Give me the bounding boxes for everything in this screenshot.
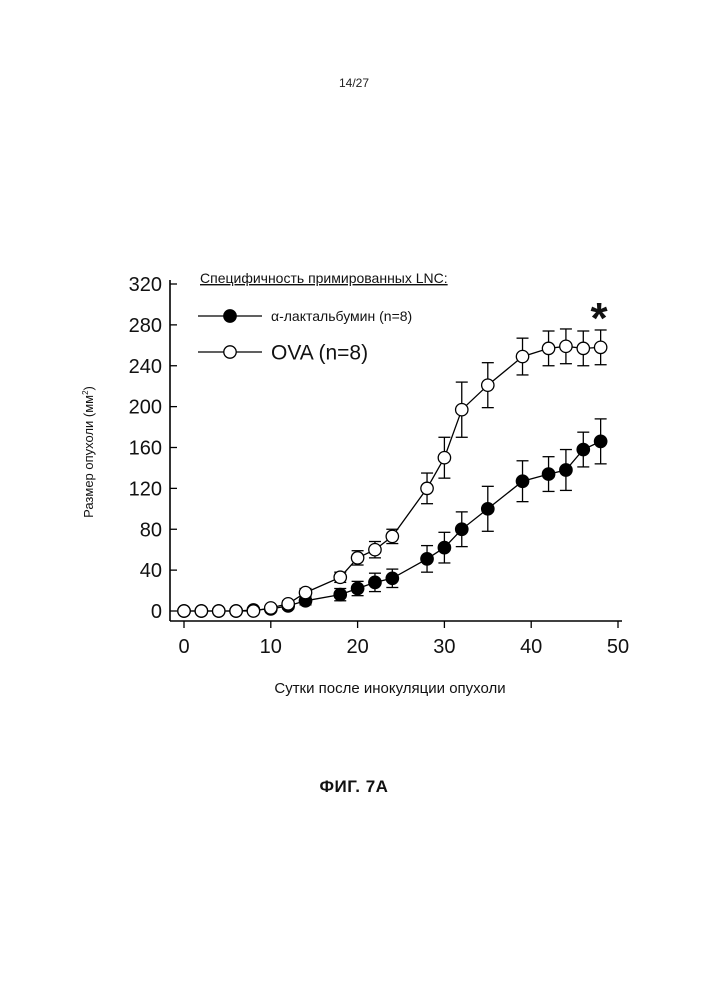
data-point [542, 342, 554, 354]
y-axis-label-close: ) [81, 386, 96, 390]
data-point [265, 602, 277, 614]
data-point [282, 598, 294, 610]
data-point [456, 523, 468, 535]
y-tick-label: 280 [129, 315, 162, 337]
data-point [577, 342, 589, 354]
data-point [456, 403, 468, 415]
series-alpha-lactalbumin [178, 419, 607, 617]
data-point [482, 379, 494, 391]
x-axis-label: Сутки после инокуляции опухоли [274, 680, 505, 697]
legend-marker [224, 346, 236, 358]
data-point [386, 572, 398, 584]
x-tick-label: 40 [520, 636, 542, 658]
data-point [334, 571, 346, 583]
legend-label: α-лактальбумин (n=8) [271, 308, 412, 324]
legend-title: Специфичность примированных LNC: [200, 270, 448, 286]
y-axis-label: Размер опухоли (мм2) [81, 386, 96, 518]
data-point [516, 350, 528, 362]
data-point [351, 582, 363, 594]
data-point [386, 530, 398, 542]
legend-label: OVA (n=8) [271, 342, 368, 365]
data-point [421, 553, 433, 565]
data-point [438, 541, 450, 553]
data-point [369, 576, 381, 588]
data-point [195, 605, 207, 617]
x-tick-label: 50 [607, 636, 629, 658]
y-tick-label: 200 [129, 397, 162, 419]
x-tick-label: 0 [178, 636, 189, 658]
y-tick-label: 80 [140, 519, 162, 541]
y-tick-label: 320 [129, 274, 162, 296]
y-axis-label-main: Размер опухоли (мм [81, 395, 96, 518]
data-point [299, 586, 311, 598]
x-tick-label: 20 [346, 636, 368, 658]
x-tick-label: 30 [433, 636, 455, 658]
data-point [594, 341, 606, 353]
significance-marker: * [590, 294, 608, 343]
data-point [230, 605, 242, 617]
chart-legend: Специфичность примированных LNC: α-лактал… [198, 270, 448, 365]
data-point [334, 588, 346, 600]
data-point [213, 605, 225, 617]
data-point [542, 468, 554, 480]
data-point [438, 452, 450, 464]
data-point [482, 503, 494, 515]
data-point [369, 543, 381, 555]
data-point [178, 605, 190, 617]
y-tick-label: 240 [129, 356, 162, 378]
data-point [594, 435, 606, 447]
legend-marker [224, 310, 236, 322]
y-tick-label: 40 [140, 560, 162, 582]
data-point [560, 464, 572, 476]
y-tick-label: 120 [129, 478, 162, 500]
data-point [351, 552, 363, 564]
data-point [516, 475, 528, 487]
y-tick-label: 160 [129, 438, 162, 460]
data-point [247, 605, 259, 617]
data-point [560, 340, 572, 352]
y-tick-label: 0 [151, 601, 162, 623]
x-tick-label: 10 [260, 636, 282, 658]
data-point [421, 482, 433, 494]
chart-series-layer [178, 329, 607, 617]
figure-caption: ФИГ. 7А [0, 777, 708, 797]
data-point [577, 443, 589, 455]
